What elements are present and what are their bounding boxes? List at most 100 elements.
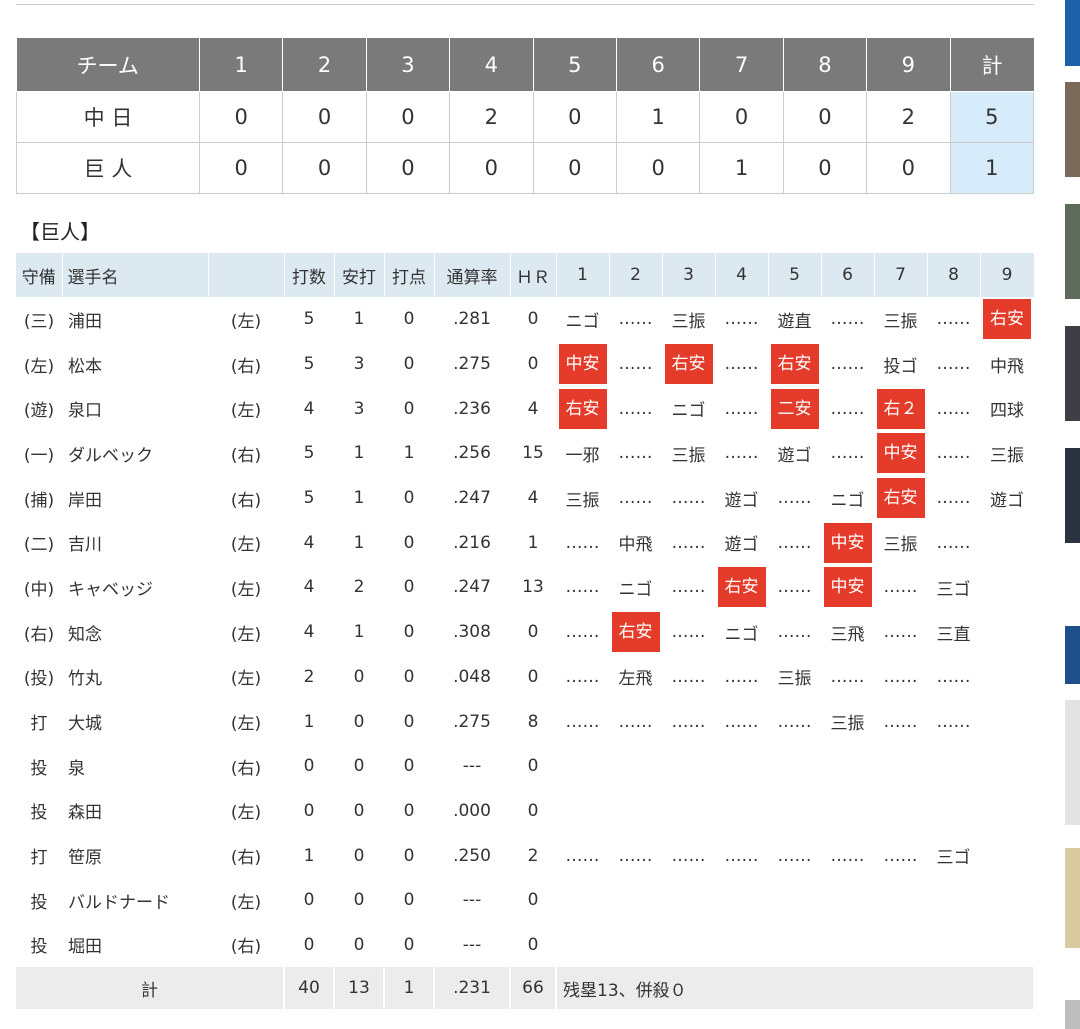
- player-rbi: 0: [403, 309, 415, 330]
- at-bat-result: ……: [936, 711, 971, 732]
- sidebar-ad-strip[interactable]: [1065, 0, 1080, 66]
- at-bat-result: [980, 565, 1034, 610]
- linescore-inning-runs: 0: [782, 91, 868, 143]
- player-average: .216: [453, 532, 491, 553]
- at-bat-result: [715, 744, 768, 789]
- team-title: 【巨人】: [20, 220, 100, 244]
- at-bat-result: [821, 923, 874, 968]
- player-name[interactable]: バルドナード: [68, 892, 170, 913]
- sidebar-book-thumbnail[interactable]: [1065, 848, 1080, 948]
- at-bat-result: 遊ゴ: [777, 445, 812, 466]
- player-name[interactable]: ダルベック: [68, 445, 153, 466]
- player-home-runs: 1: [527, 532, 539, 553]
- player-name[interactable]: 笹原: [68, 848, 102, 869]
- linescore-inning-runs: 0: [198, 142, 284, 194]
- player-average: .000: [453, 800, 491, 821]
- at-bat-result: ……: [936, 666, 971, 687]
- at-bat-result: [556, 878, 609, 923]
- at-bat-result: ……: [565, 622, 600, 643]
- player-name[interactable]: 泉: [68, 758, 85, 779]
- player-name[interactable]: 泉口: [68, 401, 102, 422]
- linescore-inning-runs: 1: [615, 91, 701, 143]
- sidebar-thumbnail[interactable]: [1065, 326, 1080, 421]
- hit-result-badge: 右安: [558, 388, 607, 429]
- box-column-header: 打点: [384, 253, 435, 297]
- player-name[interactable]: 岸田: [68, 490, 102, 511]
- sidebar-ad-pattern[interactable]: [1065, 700, 1080, 825]
- player-bats: (左): [230, 311, 262, 332]
- sidebar-thumbnail[interactable]: [1065, 448, 1080, 543]
- player-average: .308: [453, 622, 491, 643]
- player-name[interactable]: キャベッジ: [68, 579, 153, 600]
- player-name[interactable]: 松本: [68, 356, 102, 377]
- box-column-header: 1: [556, 253, 610, 297]
- player-average: .275: [453, 354, 491, 375]
- player-name[interactable]: 竹丸: [68, 669, 102, 690]
- player-home-runs: 8: [527, 711, 539, 732]
- box-column-header: 選手名: [62, 253, 209, 297]
- at-bat-result: ……: [618, 354, 653, 375]
- hit-result-badge: 右安: [983, 299, 1031, 340]
- sidebar-ad-strip[interactable]: [1065, 626, 1080, 684]
- player-position: (遊): [23, 401, 55, 422]
- linescore-inning-runs: 0: [866, 142, 951, 194]
- linescore-inning-header: 9: [866, 38, 951, 92]
- at-bat-result: [980, 655, 1034, 700]
- sidebar-thumbnail[interactable]: [1065, 82, 1080, 177]
- player-position: (投): [23, 669, 55, 690]
- at-bat-result: [556, 789, 609, 834]
- table-row: (二) 吉川 (左) 4 1 0 .216 1 …… 中飛 …… 遊ゴ …… 中安 三振 ……: [16, 520, 1034, 565]
- sidebar-thumbnail[interactable]: [1065, 204, 1080, 299]
- at-bat-result: ……: [618, 711, 653, 732]
- at-bat-result: ……: [618, 488, 653, 509]
- table-row: 投泉 (右) 0 0 0 --- 0: [16, 744, 1034, 789]
- table-row: (捕) 岸田 (右) 5 1 0 .247 4 三振 …… …… 遊ゴ …… ニゴ 右安 …… 遊ゴ: [16, 476, 1034, 521]
- box-column-header: 6: [821, 253, 875, 297]
- at-bat-result: [662, 878, 715, 923]
- hit-result-badge: 右安: [664, 344, 713, 385]
- box-column-header: 5: [768, 253, 822, 297]
- player-hits: 0: [353, 756, 365, 777]
- at-bat-result: [768, 789, 821, 834]
- player-home-runs: 0: [527, 309, 539, 330]
- at-bat-result: ニゴ: [618, 579, 653, 600]
- linescore-inning-runs: 0: [532, 91, 617, 143]
- at-bat-result: 右安: [980, 297, 1034, 342]
- player-name[interactable]: 知念: [68, 624, 102, 645]
- at-bat-result: ……: [618, 398, 653, 419]
- at-bat-result: 三振: [671, 311, 706, 332]
- player-rbi: 0: [403, 845, 415, 866]
- player-name[interactable]: 浦田: [68, 311, 102, 332]
- player-average: .281: [453, 309, 491, 330]
- player-hits: 1: [353, 622, 365, 643]
- player-name[interactable]: 大城: [68, 714, 102, 735]
- at-bat-result: 三振: [671, 445, 706, 466]
- at-bat-result: ……: [671, 711, 706, 732]
- player-name[interactable]: 堀田: [68, 937, 102, 958]
- at-bat-result: ……: [565, 577, 600, 598]
- at-bat-result: [927, 744, 980, 789]
- player-hits: 1: [353, 309, 365, 330]
- box-column-header: [208, 253, 285, 297]
- player-position: 投: [30, 892, 48, 913]
- player-rbi: 0: [403, 756, 415, 777]
- hit-result-badge: 右２: [876, 388, 925, 429]
- totals-home-runs: 66: [510, 967, 557, 1010]
- at-bat-result: 三ゴ: [936, 848, 971, 869]
- at-bat-result: ……: [883, 622, 918, 643]
- player-rbi: 0: [403, 488, 415, 509]
- at-bat-result: ……: [830, 845, 865, 866]
- player-name[interactable]: 森田: [68, 803, 102, 824]
- linescore-inning-header: 8: [782, 38, 868, 92]
- player-bats: (左): [230, 401, 262, 422]
- linescore-header: チーム 1 2 3 4 5 6 7 8 9 計: [16, 38, 1034, 92]
- player-position: (三): [23, 311, 55, 332]
- player-average: .250: [453, 845, 491, 866]
- at-bat-result: [715, 878, 768, 923]
- player-position: 投: [30, 758, 48, 779]
- player-name[interactable]: 吉川: [68, 535, 102, 556]
- sidebar-thumbnail[interactable]: [1065, 1000, 1080, 1029]
- player-bats: (右): [230, 758, 262, 779]
- linescore-team: 中 日: [16, 91, 200, 143]
